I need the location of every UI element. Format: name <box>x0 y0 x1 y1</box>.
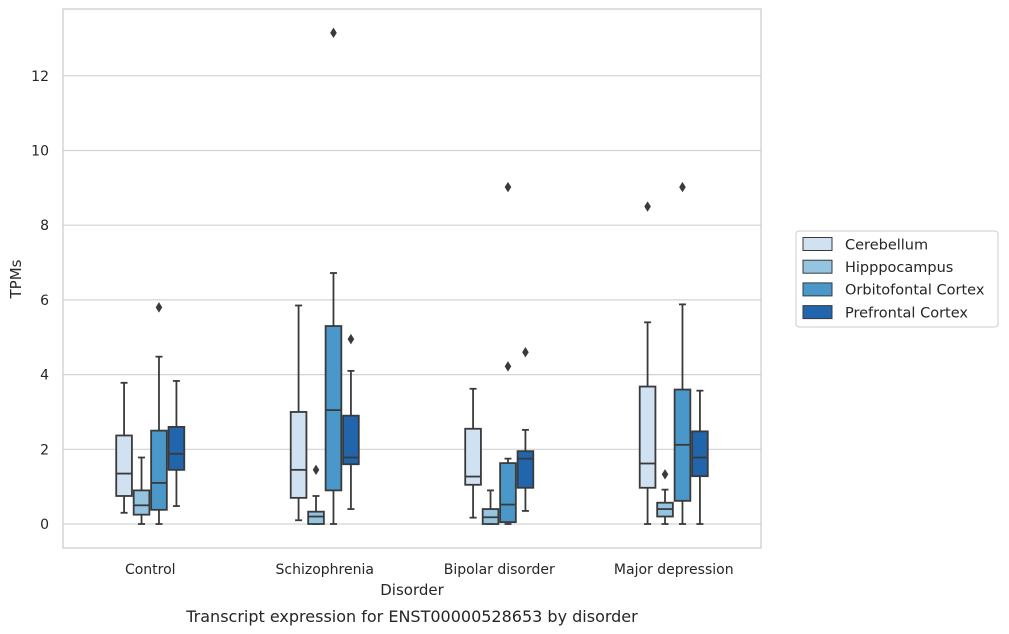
x-tick-label: Control <box>125 562 176 578</box>
outlier-point <box>330 27 337 39</box>
iqr-box <box>691 430 709 478</box>
box-plot-item <box>150 302 168 525</box>
iqr-box <box>150 429 168 511</box>
outlier-point <box>504 181 512 193</box>
legend-swatch <box>802 259 833 274</box>
legend-label: Orbitofontal Cortex <box>845 283 985 299</box>
x-tick-label: Schizophrenia <box>276 562 374 578</box>
iqr-box <box>115 434 133 497</box>
outlier-point <box>312 464 320 476</box>
x-tick-label: Major depression <box>614 562 734 578</box>
legend-label: Cerebellum <box>845 237 928 253</box>
box-plot-item <box>132 456 151 525</box>
iqr-box <box>324 325 343 492</box>
y-tick-label: 10 <box>31 144 49 160</box>
legend-items: Cerebellum Hipppocampus Orbitofontal Corte… <box>802 237 985 321</box>
legend-label: Prefrontal Cortex <box>845 305 968 321</box>
iqr-box <box>167 425 186 471</box>
outlier-point <box>661 469 669 480</box>
chart-caption: Transcript expression for ENST0000052865… <box>185 607 638 626</box>
y-tick-label: 4 <box>40 368 49 384</box>
legend-swatch <box>802 282 833 297</box>
legend-swatch <box>802 237 833 251</box>
y-tick-label: 0 <box>40 517 49 533</box>
iqr-box <box>132 489 151 516</box>
box-plot-item <box>307 464 325 525</box>
y-tick-label: 8 <box>40 218 49 234</box>
plot-area-frame <box>62 8 762 549</box>
iqr-box <box>638 385 657 489</box>
box-plot-item <box>499 181 517 525</box>
outlier-point <box>155 302 163 313</box>
box-plot-item <box>167 380 186 507</box>
x-axis-label: Disorder <box>380 581 444 599</box>
x-tick-label: Bipolar disorder <box>444 562 555 578</box>
y-tick-label: 6 <box>40 293 49 309</box>
y-axis-label: TPMs <box>7 259 25 299</box>
y-tick-label: 12 <box>31 69 49 85</box>
legend-frame <box>795 230 999 328</box>
box-plot-item <box>638 201 657 525</box>
box-plot-item <box>464 387 482 519</box>
iqr-box <box>464 427 482 486</box>
outlier-point <box>679 181 686 193</box>
outlier-point <box>347 333 355 345</box>
iqr-box <box>307 510 325 525</box>
box-plot-item <box>289 304 308 522</box>
iqr-box <box>499 462 517 524</box>
iqr-box <box>342 414 360 466</box>
x-tick-labels: Control Schizophrenia Bipolar disorder Majo… <box>125 562 734 578</box>
box-plot-item <box>115 381 133 514</box>
outlier-point <box>644 201 651 212</box>
iqr-box <box>516 450 535 489</box>
box-plot-item <box>324 27 343 525</box>
box-plot-item <box>481 489 500 525</box>
box-plot-item <box>656 469 674 525</box>
outlier-point <box>522 346 529 358</box>
y-tick-labels: 0 2 4 6 8 10 12 <box>31 69 49 533</box>
legend: Cerebellum Hipppocampus Orbitofontal Corte… <box>795 230 999 328</box>
legend-swatch <box>802 305 833 320</box>
box-plot-item <box>691 389 709 525</box>
outlier-point <box>504 361 512 372</box>
plot-boxes <box>115 27 709 525</box>
box-plot-item <box>673 181 692 525</box>
legend-label: Hipppocampus <box>845 260 953 276</box>
y-tick-label: 2 <box>40 442 49 458</box>
box-plot-item <box>516 346 535 512</box>
box-plot-item <box>342 333 360 510</box>
iqr-box <box>289 411 308 499</box>
